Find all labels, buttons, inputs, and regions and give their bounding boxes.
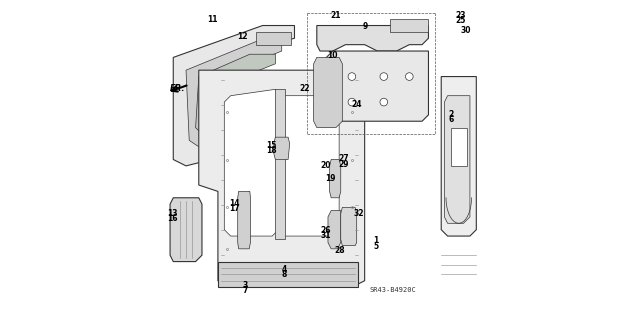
Text: 11: 11 xyxy=(207,15,218,24)
Text: 9: 9 xyxy=(363,22,368,31)
Polygon shape xyxy=(330,160,340,198)
Text: 32: 32 xyxy=(354,209,364,218)
Polygon shape xyxy=(173,26,294,166)
Polygon shape xyxy=(326,51,428,121)
Text: 22: 22 xyxy=(300,84,310,93)
Circle shape xyxy=(406,73,413,80)
Text: 31: 31 xyxy=(321,231,331,240)
Text: 16: 16 xyxy=(168,214,178,223)
Text: 1: 1 xyxy=(373,236,378,245)
Text: 6: 6 xyxy=(449,115,454,124)
Polygon shape xyxy=(328,211,340,249)
Text: 2: 2 xyxy=(449,110,454,119)
Polygon shape xyxy=(444,96,470,223)
Polygon shape xyxy=(274,137,290,160)
Text: 30: 30 xyxy=(461,26,471,35)
Text: 25: 25 xyxy=(456,16,466,25)
Text: 17: 17 xyxy=(229,204,240,213)
Circle shape xyxy=(380,98,388,106)
Circle shape xyxy=(348,98,356,106)
Text: 19: 19 xyxy=(325,174,335,182)
Text: 4: 4 xyxy=(282,265,287,274)
Polygon shape xyxy=(441,77,476,236)
Text: 8: 8 xyxy=(281,271,287,279)
Text: 20: 20 xyxy=(321,161,331,170)
Circle shape xyxy=(380,73,388,80)
Text: 3: 3 xyxy=(243,281,248,290)
Polygon shape xyxy=(451,128,467,166)
Text: 26: 26 xyxy=(321,226,331,235)
Polygon shape xyxy=(186,41,282,147)
Text: FR.: FR. xyxy=(170,84,186,93)
Polygon shape xyxy=(170,198,202,262)
Text: 24: 24 xyxy=(351,100,362,109)
Text: 7: 7 xyxy=(243,286,248,295)
Polygon shape xyxy=(317,26,428,51)
Text: 27: 27 xyxy=(339,154,349,163)
Polygon shape xyxy=(275,89,285,239)
Text: 5: 5 xyxy=(373,242,378,251)
Text: 10: 10 xyxy=(328,51,338,60)
Circle shape xyxy=(348,73,356,80)
Polygon shape xyxy=(278,96,339,236)
Text: SR43-B4920C: SR43-B4920C xyxy=(370,287,417,293)
Text: 13: 13 xyxy=(168,209,178,218)
Text: 18: 18 xyxy=(266,146,277,155)
Polygon shape xyxy=(256,32,291,45)
Polygon shape xyxy=(340,207,356,246)
Text: 21: 21 xyxy=(330,11,340,20)
Polygon shape xyxy=(218,262,358,287)
Text: 23: 23 xyxy=(456,11,467,20)
Polygon shape xyxy=(314,57,342,128)
Polygon shape xyxy=(390,19,428,32)
Text: 29: 29 xyxy=(339,160,349,169)
Text: 15: 15 xyxy=(266,141,276,150)
Polygon shape xyxy=(196,54,275,137)
Polygon shape xyxy=(224,89,278,236)
Text: 14: 14 xyxy=(229,199,240,208)
Text: 28: 28 xyxy=(335,246,345,255)
Text: 12: 12 xyxy=(237,32,248,41)
Polygon shape xyxy=(199,70,365,287)
Polygon shape xyxy=(237,191,250,249)
